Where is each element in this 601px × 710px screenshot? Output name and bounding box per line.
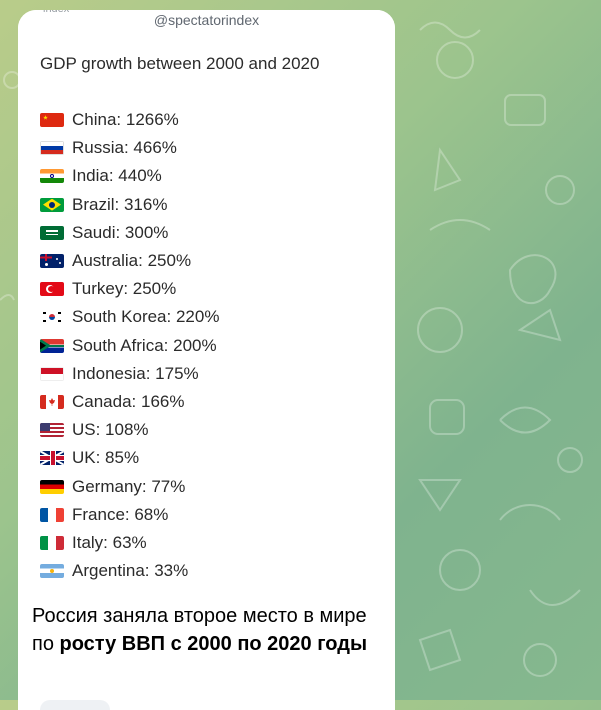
- caption-plain-text: Россия заняла второе место в мире по: [32, 605, 367, 655]
- reaction-chip[interactable]: [40, 700, 110, 710]
- gdp-list-item-label: Argentina: 33%: [72, 561, 189, 581]
- tweet-title: GDP growth between 2000 and 2020: [40, 54, 320, 73]
- germany-flag-icon: [40, 479, 64, 494]
- message-bubble[interactable]: index @spectatorindex GDP growth between…: [18, 10, 395, 710]
- gdp-list-item-label: China: 1266%: [72, 110, 179, 130]
- gdp-list-item-label: US: 108%: [72, 420, 149, 440]
- canada-flag-icon: [40, 394, 64, 409]
- gdp-growth-list: China: 1266% Russia: 466% India: 440% Brazi…: [40, 106, 219, 585]
- gdp-list-item: Saudi: 300%: [40, 219, 219, 247]
- south-korea-flag-icon: [40, 310, 64, 325]
- gdp-list-item: India: 440%: [40, 162, 219, 190]
- turkey-flag-icon: [40, 282, 64, 297]
- gdp-list-item-label: Australia: 250%: [72, 251, 192, 271]
- gdp-list-item-label: UK: 85%: [72, 448, 140, 468]
- saudi-flag-icon: [40, 225, 64, 240]
- france-flag-icon: [40, 507, 64, 522]
- gdp-list-item: US: 108%: [40, 416, 219, 444]
- australia-flag-icon: [40, 254, 64, 269]
- south-africa-flag-icon: [40, 338, 64, 353]
- argentina-flag-icon: [40, 564, 64, 579]
- caption-bold-text: росту ВВП с 2000 по 2020 годы: [59, 633, 368, 655]
- tweet-screenshot-image[interactable]: index @spectatorindex GDP growth between…: [18, 10, 395, 602]
- gdp-list-item: Russia: 466%: [40, 134, 219, 162]
- gdp-list-item: Germany: 77%: [40, 472, 219, 500]
- gdp-list-item: France: 68%: [40, 501, 219, 529]
- gdp-list-item: Italy: 63%: [40, 529, 219, 557]
- gdp-list-item-label: Canada: 166%: [72, 391, 185, 411]
- gdp-list-item: Brazil: 316%: [40, 191, 219, 219]
- gdp-list-item-label: India: 440%: [72, 166, 162, 186]
- gdp-list-item-label: Russia: 466%: [72, 138, 177, 158]
- china-flag-icon: [40, 113, 64, 128]
- tweet-handle: @spectatorindex: [153, 12, 260, 28]
- gdp-list-item: China: 1266%: [40, 106, 219, 134]
- gdp-list-item: South Africa: 200%: [40, 332, 219, 360]
- gdp-list-item-label: Brazil: 316%: [72, 194, 168, 214]
- gdp-list-item-label: Italy: 63%: [72, 532, 147, 552]
- message-caption: Россия заняла второе место в мире по рос…: [32, 602, 387, 658]
- gdp-list-item: Canada: 166%: [40, 388, 219, 416]
- gdp-list-item: South Korea: 220%: [40, 303, 219, 331]
- gdp-list-item-label: France: 68%: [72, 504, 169, 524]
- gdp-list-item-label: Germany: 77%: [72, 476, 186, 496]
- uk-flag-icon: [40, 451, 64, 466]
- italy-flag-icon: [40, 535, 64, 550]
- gdp-list-item: Argentina: 33%: [40, 557, 219, 585]
- gdp-list-item-label: South Africa: 200%: [72, 335, 217, 355]
- us-flag-icon: [40, 423, 64, 438]
- gdp-list-item-label: Turkey: 250%: [72, 279, 177, 299]
- gdp-list-item: Australia: 250%: [40, 247, 219, 275]
- clipped-handle-text: index: [43, 10, 69, 15]
- india-flag-icon: [40, 169, 64, 184]
- gdp-list-item: UK: 85%: [40, 444, 219, 472]
- indonesia-flag-icon: [40, 366, 64, 381]
- gdp-list-item-label: Saudi: 300%: [72, 222, 169, 242]
- gdp-list-item: Indonesia: 175%: [40, 360, 219, 388]
- gdp-list-item-label: Indonesia: 175%: [72, 363, 199, 383]
- gdp-list-item: Turkey: 250%: [40, 275, 219, 303]
- russia-flag-icon: [40, 141, 64, 156]
- gdp-list-item-label: South Korea: 220%: [72, 307, 220, 327]
- brazil-flag-icon: [40, 197, 64, 212]
